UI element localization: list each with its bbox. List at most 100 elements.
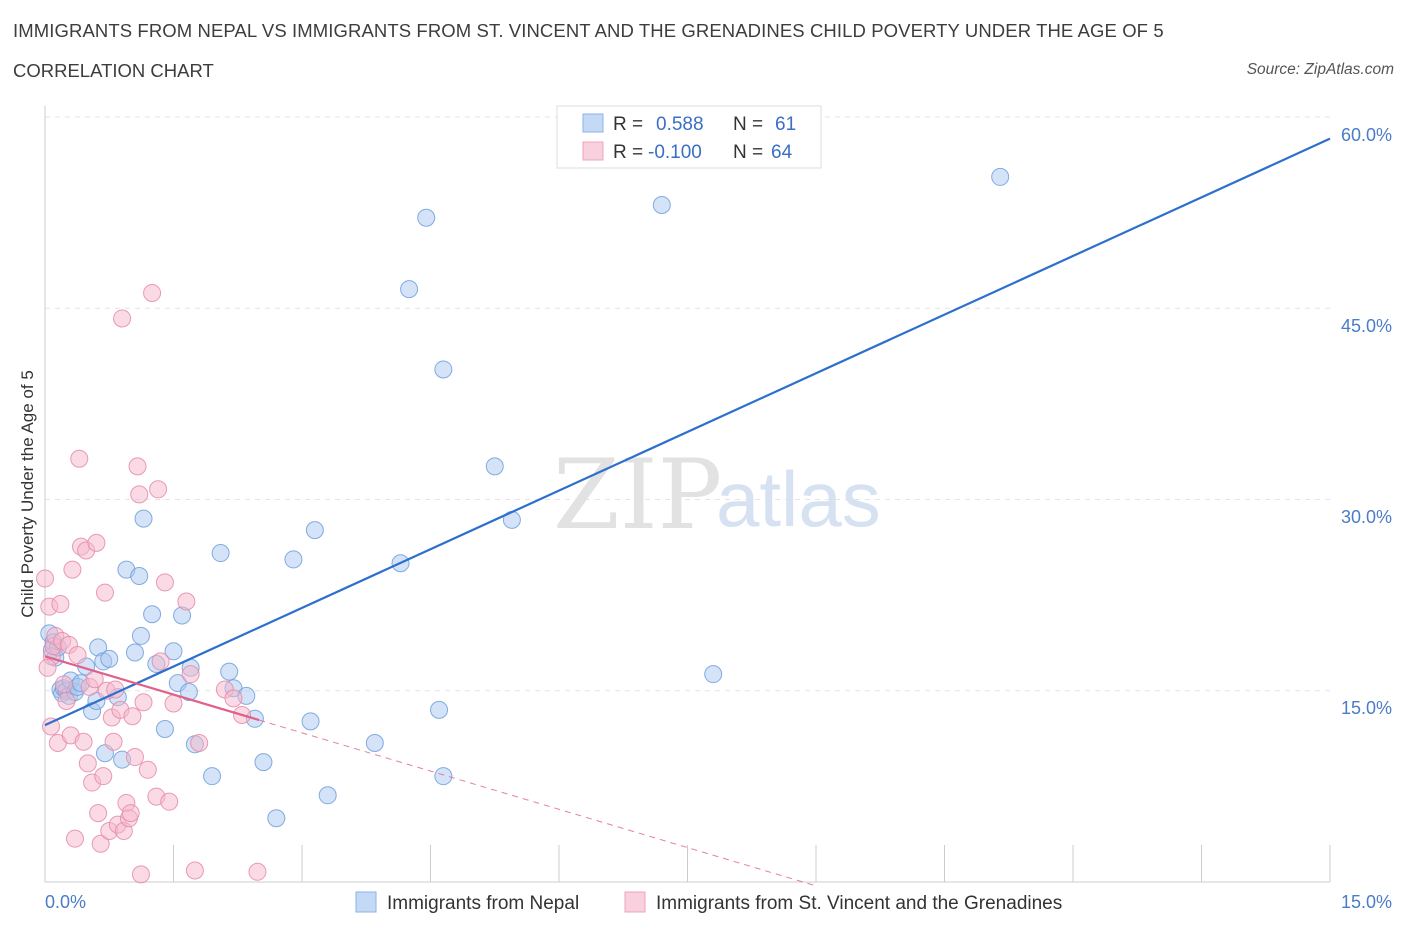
data-point <box>123 707 142 726</box>
data-point <box>74 732 93 751</box>
stats-r-label-stvincent: R = <box>613 142 643 163</box>
data-point <box>65 829 84 848</box>
data-point <box>130 567 149 585</box>
data-point <box>267 809 286 828</box>
trend-lines <box>44 137 1331 887</box>
source-credit: Source: ZipAtlas.com <box>1246 61 1394 78</box>
stats-n-value-stvincent: 64 <box>771 142 793 163</box>
legend-label-nepal: Immigrants from Nepal <box>387 893 579 914</box>
stats-r-label-nepal: R = <box>613 114 643 135</box>
data-point <box>434 767 453 786</box>
y-tick-label-30: 30.0% <box>1341 507 1392 527</box>
data-point <box>143 283 162 302</box>
data-point <box>305 521 324 540</box>
data-point <box>151 652 170 671</box>
x-axis-ticks <box>44 845 1331 882</box>
watermark-atlas: atlas <box>716 455 881 543</box>
data-point <box>185 861 204 880</box>
data-point <box>704 665 723 684</box>
data-point <box>104 732 123 751</box>
data-point <box>68 646 87 665</box>
stats-r-value-nepal: 0.588 <box>656 114 704 135</box>
data-point <box>100 649 119 668</box>
y-axis-label: Child Poverty Under the Age of 5 <box>18 370 37 618</box>
data-point <box>400 280 419 299</box>
data-point <box>128 457 147 476</box>
data-point <box>89 804 108 823</box>
stats-legend-swatch-nepal <box>582 113 604 133</box>
stats-n-label-stvincent: N = <box>733 142 763 163</box>
data-point <box>190 734 209 753</box>
watermark-zip: ZIP <box>553 439 722 551</box>
data-point <box>365 734 384 753</box>
gridlines <box>45 116 1330 692</box>
stats-n-value-nepal: 61 <box>775 114 796 135</box>
data-point <box>87 533 106 552</box>
data-point <box>54 675 73 694</box>
trend-line-stvincent <box>44 655 260 722</box>
data-point <box>95 583 114 602</box>
data-point <box>113 309 132 328</box>
data-point <box>36 569 54 588</box>
data-point <box>318 786 337 805</box>
data-point <box>134 509 153 528</box>
data-point <box>417 208 436 227</box>
x-tick-label-15: 15.0% <box>1341 892 1392 912</box>
series-stvincent <box>36 283 267 884</box>
series-nepal <box>40 167 1010 828</box>
data-point <box>51 595 70 614</box>
x-tick-label-0: 0.0% <box>45 892 86 912</box>
data-point <box>41 717 60 736</box>
data-point <box>430 700 449 719</box>
trend-line-nepal <box>44 137 1331 727</box>
data-point <box>652 195 671 214</box>
y-tick-label-45: 45.0% <box>1341 316 1392 336</box>
data-point <box>164 694 183 713</box>
data-point <box>134 693 153 712</box>
data-point <box>149 480 168 499</box>
data-point <box>94 767 113 786</box>
stats-legend: R = 0.588 N = 61 R = -0.100 N = 64 <box>556 105 822 169</box>
legend-label-stvincent: Immigrants from St. Vincent and the Gren… <box>656 893 1062 914</box>
watermark: ZIP atlas <box>553 439 881 551</box>
data-point <box>125 643 144 662</box>
data-point <box>38 658 57 677</box>
data-point <box>301 712 320 731</box>
data-point <box>91 834 110 853</box>
data-point <box>130 485 149 504</box>
chart-title: IMMIGRANTS FROM NEPAL VS IMMIGRANTS FROM… <box>13 20 1164 41</box>
stats-n-label-nepal: N = <box>733 114 763 135</box>
legend-swatch-nepal <box>355 891 377 913</box>
data-point <box>224 689 243 708</box>
trend-line-extension-stvincent <box>259 719 817 887</box>
data-point <box>485 457 504 476</box>
data-point <box>203 767 222 786</box>
data-point <box>248 862 267 881</box>
y-tick-label-60: 60.0% <box>1341 125 1392 145</box>
data-point <box>125 748 144 767</box>
data-point <box>177 592 196 611</box>
bottom-legend: Immigrants from Nepal Immigrants from St… <box>355 891 1062 914</box>
data-point <box>164 642 183 661</box>
data-point <box>155 573 174 592</box>
data-point <box>991 167 1010 186</box>
legend-swatch-stvincent <box>624 891 646 913</box>
data-point <box>131 626 150 645</box>
data-point <box>160 792 179 811</box>
data-point <box>63 560 82 579</box>
data-point <box>70 449 89 468</box>
data-point <box>211 544 230 563</box>
chart-subtitle: CORRELATION CHART <box>13 60 214 81</box>
y-tick-label-15: 15.0% <box>1341 698 1392 718</box>
data-point <box>284 550 303 569</box>
stats-legend-swatch-stvincent <box>582 141 604 161</box>
data-point <box>254 753 273 772</box>
data-point <box>131 865 150 884</box>
data-point <box>57 691 76 710</box>
data-point <box>121 804 140 823</box>
data-point <box>220 662 239 681</box>
data-point <box>181 665 200 684</box>
data-point <box>179 683 198 702</box>
data-points <box>36 167 1010 884</box>
